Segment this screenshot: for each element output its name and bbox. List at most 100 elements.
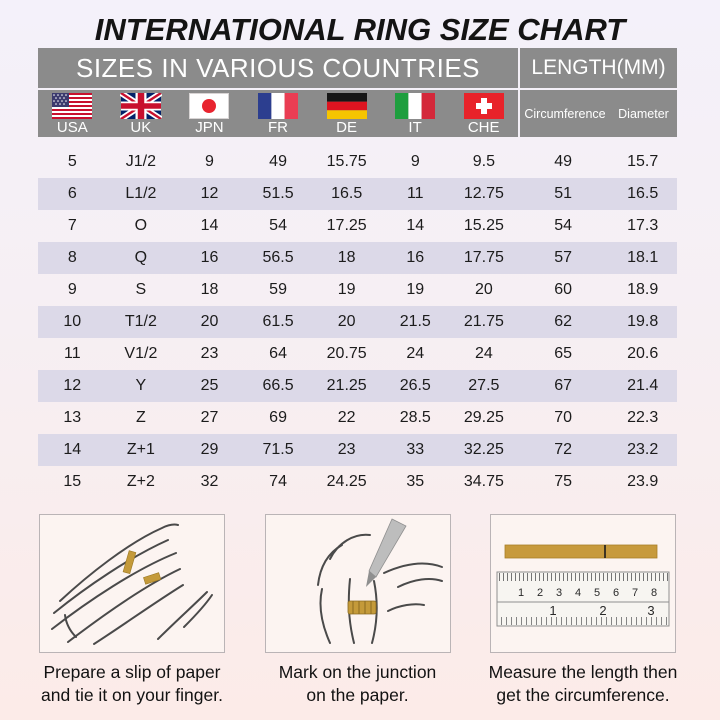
table-cell: 9 [205, 153, 214, 170]
table-cell: 59 [269, 281, 287, 298]
table-cell: 54 [269, 217, 287, 234]
table-group-header: SIZES IN VARIOUS COUNTRIES LENGTH(MM) [38, 48, 677, 88]
table-row: 10 T1/2 20 61.5 20 21.5 21.75 62 19.8 [38, 306, 677, 338]
table-cell: V1/2 [124, 345, 158, 362]
table-cell: 18 [337, 249, 356, 266]
table-cell: 16 [406, 249, 425, 266]
table-cell: 72 [554, 441, 573, 458]
table-row: 11 V1/2 23 64 20.75 24 24 65 20.6 [38, 338, 677, 370]
table-cell: 14 [200, 217, 219, 234]
table-cell: 61.5 [262, 313, 294, 330]
table-cell: 23 [337, 441, 356, 458]
table-cell: 10 [63, 313, 82, 330]
table-cell: 15.75 [326, 153, 367, 170]
column-header-usa: USA [38, 90, 107, 137]
ring-size-table: SIZES IN VARIOUS COUNTRIES LENGTH(MM) [38, 48, 677, 498]
table-cell: 18 [200, 281, 219, 298]
svg-text:6: 6 [613, 587, 619, 599]
table-cell: O [134, 217, 148, 234]
table-cell: 34.75 [463, 473, 504, 490]
length-subheaders: Circumference Diameter [518, 90, 677, 137]
length-group-header: LENGTH(MM) [518, 48, 677, 88]
table-cell: 64 [269, 345, 287, 362]
column-label-it: IT [408, 119, 422, 136]
table-cell: 15.7 [627, 153, 659, 170]
instruction-caption-2: Mark on the junction on the paper. [278, 662, 437, 705]
circumference-header: Circumference [524, 106, 606, 121]
table-row: 8 Q 16 56.5 18 16 17.75 57 18.1 [38, 242, 677, 274]
table-cell: 35 [406, 473, 425, 490]
flags-row: USA UK [38, 90, 518, 137]
table-column-header: USA UK [38, 90, 677, 137]
table-cell: 17.3 [627, 217, 659, 234]
italy-flag-icon [395, 93, 436, 119]
table-cell: 49 [554, 153, 573, 170]
table-cell: 23.9 [627, 473, 659, 490]
column-header-uk: UK [107, 90, 176, 137]
table-cell: 12 [200, 185, 219, 202]
table-cell: 11 [406, 185, 424, 202]
svg-text:1: 1 [549, 603, 556, 618]
table-cell: T1/2 [124, 313, 157, 330]
table-cell: 65 [554, 345, 573, 362]
table-cell: 16 [200, 249, 219, 266]
table-cell: 5 [67, 153, 77, 170]
table-cell: 20 [200, 313, 219, 330]
table-cell: 24 [406, 345, 425, 362]
table-cell: 17.75 [463, 249, 504, 266]
table-cell: 22 [337, 409, 356, 426]
column-header-che: CHE [449, 90, 518, 137]
table-cell: 71.5 [262, 441, 294, 458]
japan-flag-icon [189, 93, 230, 119]
table-cell: 75 [554, 473, 573, 490]
measuring-instructions: Prepare a slip of paper and tie it on yo… [38, 514, 677, 707]
table-cell: 19 [406, 281, 425, 298]
table-cell: 22.3 [627, 409, 659, 426]
table-body: 5 J1/2 9 49 15.75 9 9.5 49 15.7 6 L1/2 12 51.5 16.5 11… [38, 146, 677, 498]
countries-group-header: SIZES IN VARIOUS COUNTRIES [38, 48, 518, 88]
table-cell: 56.5 [262, 249, 294, 266]
switzerland-flag-icon [463, 93, 504, 119]
page-title: INTERNATIONAL RING SIZE CHART [94, 12, 626, 47]
table-cell: 29 [200, 441, 219, 458]
table-cell: 20 [474, 281, 493, 298]
table-row: 7 O 14 54 17.25 14 15.25 54 17.3 [38, 210, 677, 242]
table-cell: 49 [269, 153, 287, 170]
hand-with-paper-slip-illustration [39, 514, 225, 653]
table-cell: 27 [200, 409, 219, 426]
column-label-de: DE [336, 119, 357, 136]
table-cell: Q [134, 249, 148, 266]
table-cell: 23.2 [627, 441, 659, 458]
table-cell: 13 [63, 409, 82, 426]
instruction-step-1: Prepare a slip of paper and tie it on yo… [38, 514, 226, 707]
table-cell: 9.5 [472, 153, 495, 170]
table-cell: 32.25 [463, 441, 504, 458]
table-cell: 16.5 [331, 185, 363, 202]
france-flag-icon [257, 93, 298, 119]
table-cell: 24.25 [326, 473, 367, 490]
column-label-uk: UK [130, 119, 152, 136]
table-cell: 21.4 [627, 377, 659, 394]
column-label-usa: USA [56, 119, 88, 136]
table-cell: 16.5 [627, 185, 659, 202]
table-cell: 66.5 [262, 377, 294, 394]
table-cell: 32 [200, 473, 219, 490]
column-label-jpn: JPN [195, 119, 224, 136]
table-cell: 57 [554, 249, 573, 266]
instruction-caption-1: Prepare a slip of paper and tie it on yo… [41, 662, 223, 705]
table-cell: 19 [337, 281, 356, 298]
svg-text:7: 7 [632, 587, 638, 599]
germany-flag-icon [326, 93, 367, 119]
table-row: 6 L1/2 12 51.5 16.5 11 12.75 51 16.5 [38, 178, 677, 210]
table-cell: 20.6 [627, 345, 659, 362]
table-cell: 18.1 [627, 249, 659, 266]
table-cell: 14 [406, 217, 425, 234]
svg-text:2: 2 [599, 603, 606, 618]
diameter-header: Diameter [618, 106, 669, 121]
table-cell: Z+1 [126, 441, 155, 458]
table-cell: 21.25 [326, 377, 367, 394]
table-cell: 27.5 [468, 377, 500, 394]
table-cell: 26.5 [399, 377, 431, 394]
